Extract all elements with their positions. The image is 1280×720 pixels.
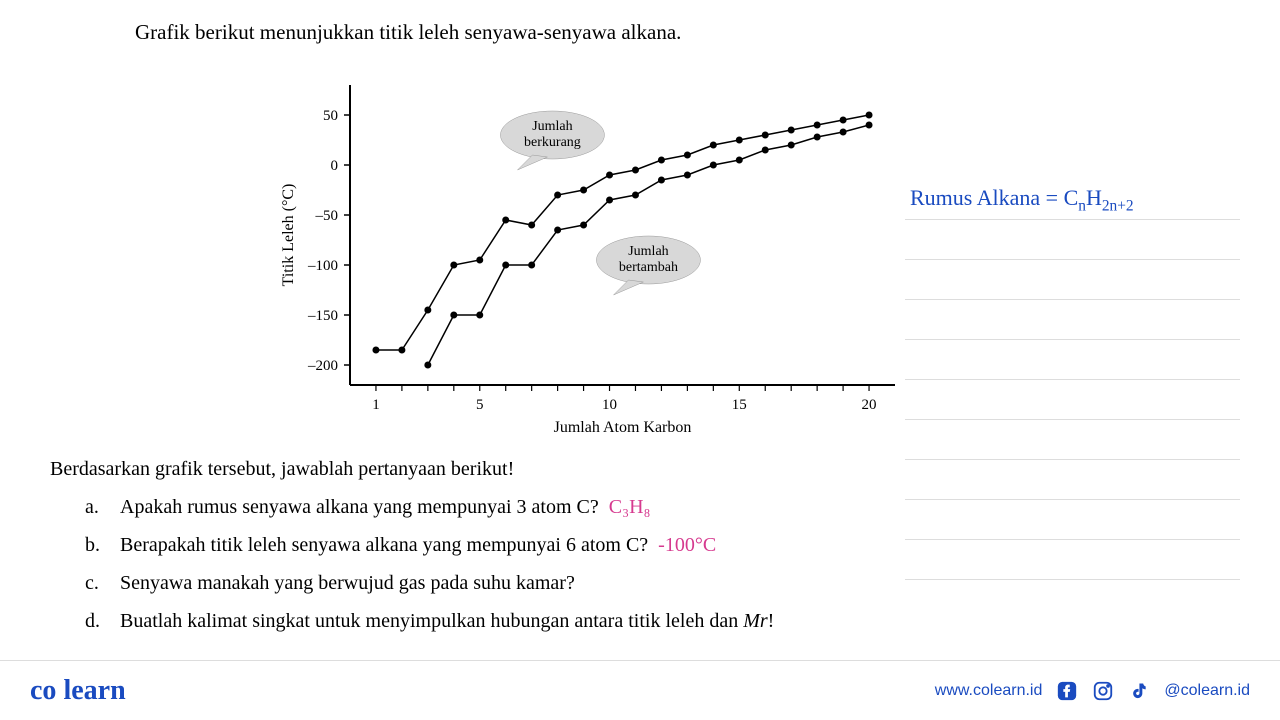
svg-text:50: 50 bbox=[323, 108, 338, 124]
question-d: d. Buatlah kalimat singkat untuk menyimp… bbox=[50, 602, 774, 640]
footer-url: www.colearn.id bbox=[935, 682, 1043, 700]
melting-point-chart: –200–150–100–5005015101520Jumlah Atom Ka… bbox=[275, 70, 915, 440]
svg-text:5: 5 bbox=[476, 397, 484, 413]
svg-text:–200: –200 bbox=[307, 358, 338, 374]
footer: co learn www.colearn.id @colearn.id bbox=[0, 660, 1280, 720]
logo: co learn bbox=[30, 675, 126, 707]
svg-text:Titik Leleh (°C): Titik Leleh (°C) bbox=[280, 184, 297, 287]
svg-text:–100: –100 bbox=[307, 258, 338, 274]
svg-text:20: 20 bbox=[862, 397, 877, 413]
svg-text:Jumlah: Jumlah bbox=[628, 244, 668, 259]
facebook-icon bbox=[1056, 680, 1078, 702]
footer-handle: @colearn.id bbox=[1164, 682, 1250, 700]
question-c: c. Senyawa manakah yang berwujud gas pad… bbox=[50, 564, 774, 602]
svg-text:berkurang: berkurang bbox=[524, 135, 581, 150]
svg-text:0: 0 bbox=[331, 158, 339, 174]
question-b: b. Berapakah titik leleh senyawa alkana … bbox=[50, 526, 774, 564]
page-title: Grafik berikut menunjukkan titik leleh s… bbox=[135, 20, 890, 45]
formula-note: Rumus Alkana = CnH2n+2 bbox=[910, 185, 1134, 215]
tiktok-icon bbox=[1128, 680, 1150, 702]
svg-text:Jumlah: Jumlah bbox=[532, 119, 572, 134]
question-intro: Berdasarkan grafik tersebut, jawablah pe… bbox=[50, 450, 774, 488]
svg-text:bertambah: bertambah bbox=[619, 260, 678, 275]
answer-a: C₃H₈ bbox=[609, 488, 651, 526]
svg-text:15: 15 bbox=[732, 397, 747, 413]
side-panel: Rumus Alkana = CnH2n+2 bbox=[905, 180, 1240, 580]
question-block: Berdasarkan grafik tersebut, jawablah pe… bbox=[50, 450, 774, 640]
svg-text:10: 10 bbox=[602, 397, 617, 413]
svg-text:Jumlah Atom Karbon: Jumlah Atom Karbon bbox=[554, 419, 692, 436]
svg-text:1: 1 bbox=[372, 397, 380, 413]
question-a: a. Apakah rumus senyawa alkana yang memp… bbox=[50, 488, 774, 526]
answer-b: -100°C bbox=[658, 526, 716, 564]
svg-text:–150: –150 bbox=[307, 308, 338, 324]
instagram-icon bbox=[1092, 680, 1114, 702]
svg-text:–50: –50 bbox=[315, 208, 339, 224]
